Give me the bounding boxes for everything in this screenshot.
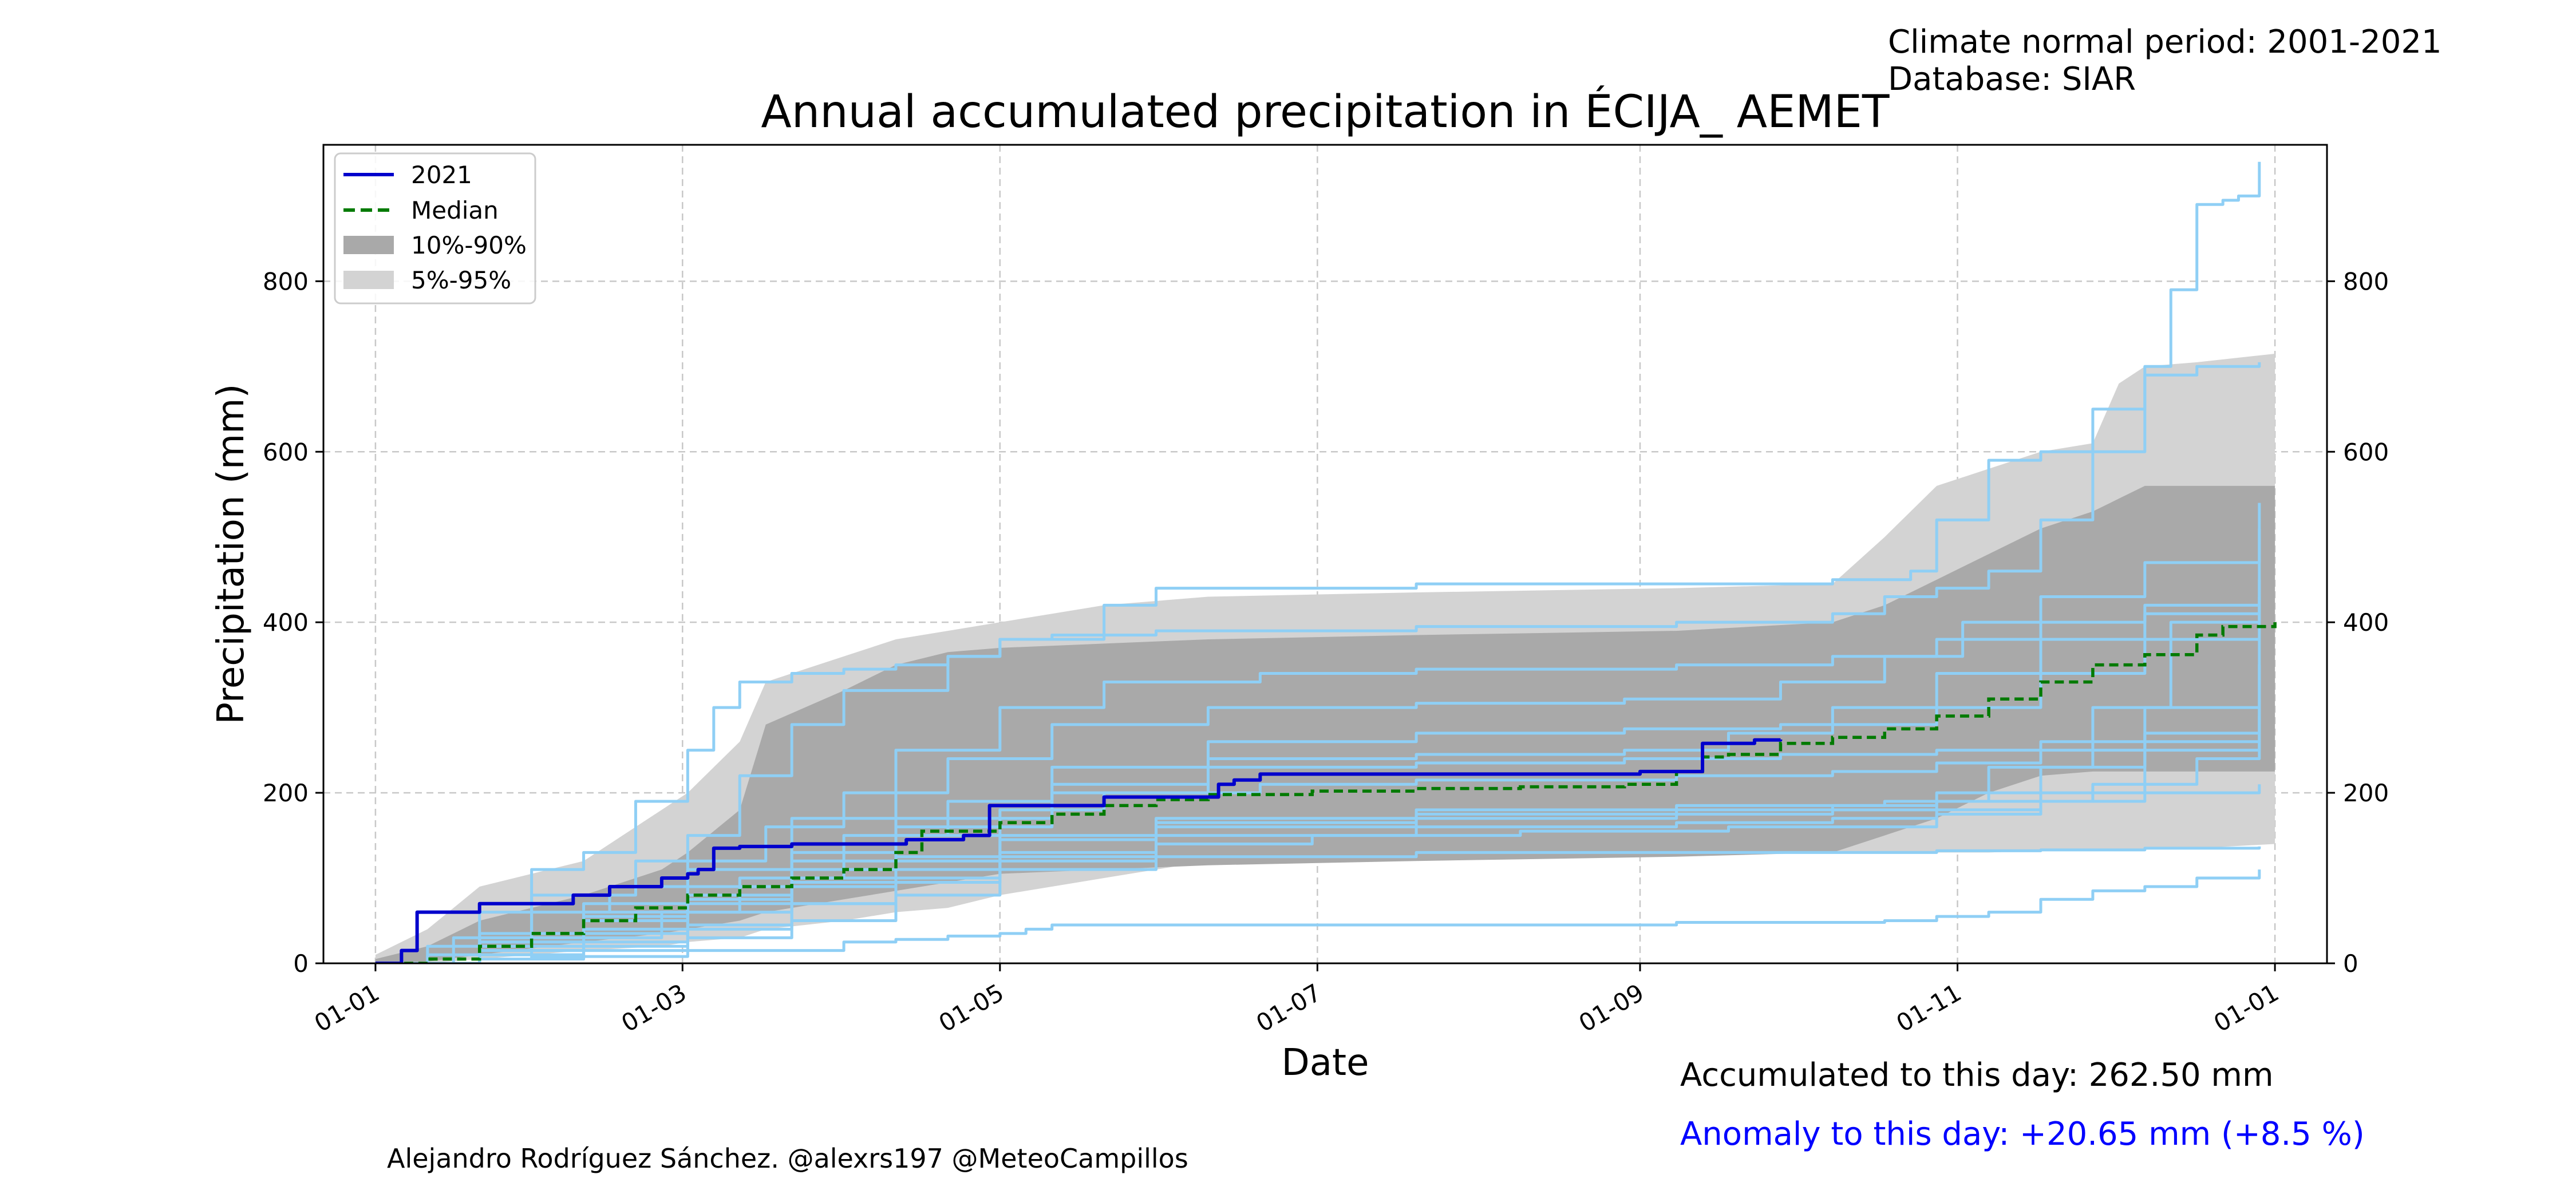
plot-frame <box>322 144 2328 964</box>
main-series <box>375 622 2277 963</box>
accumulated-to-date: Accumulated to this day: 262.50 mm <box>1680 1057 2274 1094</box>
legend-label-5-95: 5%-95% <box>411 266 511 294</box>
legend-label-median: Median <box>411 196 499 224</box>
series-hist-wet-b <box>375 362 2261 963</box>
author-credits: Alejandro Rodríguez Sánchez. @alexrs197 … <box>387 1143 1188 1174</box>
series-median <box>375 622 2277 963</box>
series-hist-dry <box>375 869 2261 963</box>
y-tick-label-left: 800 <box>263 267 309 295</box>
y-tick-label-right: 600 <box>2343 438 2389 466</box>
series-2021 <box>375 738 1783 963</box>
y-tick-label-left: 600 <box>263 438 309 466</box>
y-tick-label-right: 400 <box>2343 608 2389 636</box>
climate-normal-period: Climate normal period: 2001-2021 <box>1888 23 2442 61</box>
series-hist-wet-a <box>375 161 2261 963</box>
series-hist-m <box>375 503 2261 963</box>
y-tick-label-right: 800 <box>2343 267 2389 295</box>
x-axis-label: Date <box>1282 1042 1369 1084</box>
y-tick-label-left: 200 <box>263 779 309 807</box>
legend-label-10-90: 10%-90% <box>411 231 527 259</box>
legend-label-2021: 2021 <box>411 161 472 189</box>
legend-box <box>334 152 536 305</box>
chart-title: Annual accumulated precipitation in ÉCIJ… <box>761 85 1890 138</box>
y-axis-label: Precipitation (mm) <box>210 384 252 725</box>
legend-swatch-10-90 <box>343 236 394 254</box>
y-tick-label-right: 200 <box>2343 779 2389 807</box>
y-tick-label-left: 400 <box>263 608 309 636</box>
y-tick-label-right: 0 <box>2343 950 2358 978</box>
series-hist-n <box>375 741 2261 963</box>
series-hist-k <box>375 846 2261 963</box>
database-label: Database: SIAR <box>1888 61 2136 98</box>
legend: 2021 Median 10%-90% 5%-95% <box>334 152 536 305</box>
y-tick-label-left: 0 <box>293 950 309 978</box>
anomaly-to-date: Anomaly to this day: +20.65 mm (+8.5 %) <box>1680 1116 2365 1153</box>
legend-swatch-5-95 <box>343 271 394 289</box>
